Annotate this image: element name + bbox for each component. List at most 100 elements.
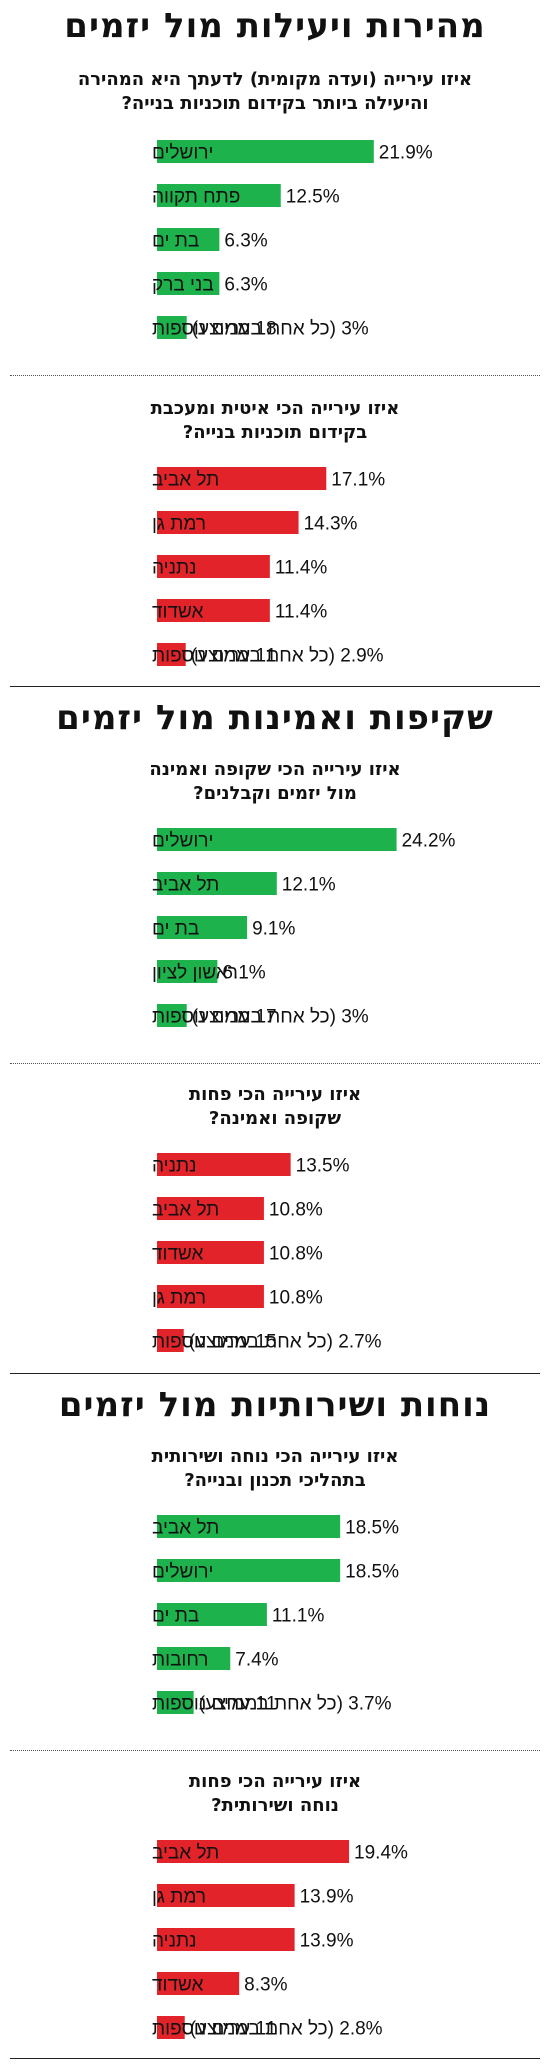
category-label: רמת גן: [152, 1288, 206, 1309]
bar: [157, 916, 248, 939]
question-line-1: איזו עירייה (ועדה מקומית) לדעתך היא המהי…: [77, 69, 473, 90]
category-label: נתניה: [152, 558, 197, 579]
bar: [157, 1691, 194, 1714]
bar-chart: תל אביב 18.5% ירושלים 18.5% בת ים 11.1% רחובות…: [152, 1515, 399, 1715]
bar: [157, 1515, 341, 1538]
section-divider: [10, 686, 540, 687]
question-line-1: איזו עירייה הכי נוחה ושירותית: [151, 1446, 399, 1467]
question-line-2: בקידום תוכניות בנייה?: [182, 422, 368, 443]
bar: [157, 828, 397, 851]
value-label: 13.5%: [296, 1156, 350, 1177]
value-label: (כל אחת בממוצע) 3.7%: [199, 1694, 392, 1715]
value-label: (כל אחת בממוצע) 2.7%: [189, 1332, 382, 1353]
category-label: רמת גן: [152, 1887, 206, 1908]
bar: [157, 316, 187, 339]
dotted-divider: [10, 1063, 540, 1064]
value-label: 14.3%: [304, 514, 358, 535]
category-label: תל אביב: [152, 1200, 219, 1221]
category-label: ראשון לציון: [152, 963, 238, 984]
bar: [157, 1153, 291, 1176]
value-label: 10.8%: [269, 1244, 323, 1265]
value-label: 13.9%: [300, 1931, 354, 1952]
question-line-1: איזו עירייה הכי פחות: [188, 1084, 362, 1105]
category-label: רמת גן: [152, 514, 206, 535]
category-label: ירושלים: [152, 1562, 213, 1583]
value-label: 6.3%: [224, 231, 267, 252]
category-label: 11 ערים נוספות: [152, 1694, 277, 1715]
value-label: 10.8%: [269, 1288, 323, 1309]
category-label: בת ים: [152, 919, 199, 940]
value-label: 10.8%: [269, 1200, 323, 1221]
category-label: 17 ערים נוספות: [152, 1007, 277, 1028]
value-label: 17.1%: [331, 470, 385, 491]
bar: [157, 1928, 295, 1951]
value-label: 13.9%: [300, 1887, 354, 1908]
category-label: פתח תקווה: [152, 187, 240, 208]
value-label: 6.3%: [224, 275, 267, 296]
category-label: 11 ערים נוספות: [152, 2019, 277, 2040]
question-heading: איזו עירייה הכי איטית ומעכבת בקידום תוכנ…: [20, 397, 530, 445]
question-heading: איזו עירייה (ועדה מקומית) לדעתך היא המהי…: [20, 68, 530, 116]
question-heading: איזו עירייה הכי פחות שקופה ואמינה?: [20, 1083, 530, 1131]
value-label: 7.4%: [235, 1650, 278, 1671]
value-label: 11.4%: [275, 558, 328, 579]
section-title: מהירות ויעילות מול יזמים: [64, 6, 486, 46]
question-line-1: איזו עירייה הכי איטית ומעכבת: [150, 398, 400, 419]
value-label: 9.1%: [252, 919, 295, 940]
category-label: בת ים: [152, 231, 199, 252]
bar: [157, 467, 327, 490]
bar: [157, 140, 374, 163]
dotted-divider: [10, 1750, 540, 1751]
section-title: שקיפות ואמינות מול יזמים: [56, 698, 494, 738]
bar-chart: תל אביב 17.1% רמת גן 14.3% נתניה 11.4% אשדוד 11…: [152, 467, 385, 667]
bar: [157, 1972, 240, 1995]
section-divider: [10, 1373, 540, 1374]
dotted-divider: [10, 375, 540, 376]
section-title: נוחות ושירותיות מול יזמים: [58, 1385, 492, 1425]
category-label: אשדוד: [152, 602, 203, 623]
question-line-2: מול יזמים וקבלנים?: [193, 783, 357, 804]
question-heading: איזו עירייה הכי נוחה ושירותית בתהליכי תכ…: [20, 1445, 530, 1493]
value-label: 18.5%: [345, 1518, 399, 1539]
category-label: בת ים: [152, 1606, 199, 1627]
value-label: 11.4%: [275, 602, 328, 623]
value-label: 19.4%: [354, 1843, 408, 1864]
category-label: ירושלים: [152, 831, 213, 852]
question-line-2: שקופה ואמינה?: [208, 1108, 342, 1129]
question-line-1: איזו עירייה הכי פחות: [188, 1771, 362, 1792]
bar: [157, 1004, 187, 1027]
bar: [157, 555, 270, 578]
bar: [157, 184, 281, 207]
bar-chart: תל אביב 19.4% רמת גן 13.9% נתניה 13.9% אשדוד 8.…: [152, 1840, 408, 2040]
question-line-1: איזו עירייה הכי שקופה ואמינה: [149, 759, 401, 780]
bar: [157, 1840, 350, 1863]
question-heading: איזו עירייה הכי שקופה ואמינה מול יזמים ו…: [20, 758, 530, 806]
value-label: (כל אחת בממוצע) 3%: [192, 319, 369, 340]
bar: [157, 1559, 341, 1582]
question-line-2: בתהליכי תכנון ובנייה?: [184, 1470, 366, 1491]
category-label: ירושלים: [152, 143, 213, 164]
bar: [157, 1241, 264, 1264]
bar: [157, 960, 218, 983]
bar: [157, 2016, 185, 2039]
bar-chart: ירושלים 24.2% תל אביב 12.1% בת ים 9.1% ראשון ל…: [152, 828, 456, 1028]
question-line-2: והיעילה ביותר בקידום תוכניות בנייה?: [121, 93, 429, 114]
category-label: רחובות: [152, 1650, 208, 1671]
question-line-2: נוחה ושירותית?: [211, 1795, 339, 1816]
question-heading: איזו עירייה הכי פחות נוחה ושירותית?: [20, 1770, 530, 1818]
value-label: (כל אחת בממוצע) 3%: [192, 1007, 369, 1028]
category-label: 18 ערים נוספות: [152, 319, 277, 340]
value-label: 6.1%: [222, 963, 265, 984]
bar: [157, 872, 277, 895]
bar: [157, 599, 270, 622]
bar: [157, 272, 220, 295]
category-label: 11 ערים נוספות: [152, 646, 277, 667]
value-label: 12.5%: [286, 187, 340, 208]
bar: [157, 1647, 231, 1670]
bar: [157, 1603, 267, 1626]
value-label: 11.1%: [272, 1606, 325, 1627]
category-label: תל אביב: [152, 470, 219, 491]
category-label: נתניה: [152, 1931, 197, 1952]
category-label: 15 ערים נוספות: [152, 1332, 277, 1353]
